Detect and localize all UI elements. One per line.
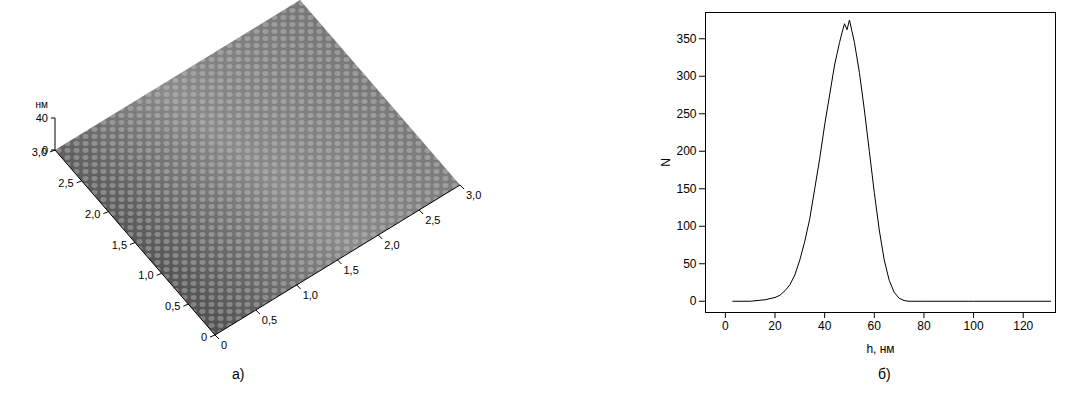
svg-text:300: 300 xyxy=(676,69,696,83)
svg-text:2,5: 2,5 xyxy=(58,177,73,189)
svg-text:1,0: 1,0 xyxy=(138,269,153,281)
svg-text:2,0: 2,0 xyxy=(85,208,100,220)
svg-text:50: 50 xyxy=(683,257,697,271)
svg-text:2,5: 2,5 xyxy=(425,214,440,226)
svg-text:200: 200 xyxy=(676,144,696,158)
svg-text:0: 0 xyxy=(221,339,227,351)
svg-text:h, нм: h, нм xyxy=(866,342,894,356)
svg-text:2,0: 2,0 xyxy=(384,239,399,251)
svg-text:40: 40 xyxy=(36,112,48,124)
svg-text:350: 350 xyxy=(676,32,696,46)
svg-text:0: 0 xyxy=(690,294,697,308)
svg-text:3,0: 3,0 xyxy=(31,146,47,158)
svg-text:120: 120 xyxy=(1013,319,1033,333)
svg-text:250: 250 xyxy=(676,107,696,121)
svg-text:3,0: 3,0 xyxy=(466,189,481,201)
svg-text:100: 100 xyxy=(676,219,696,233)
svg-text:1,5: 1,5 xyxy=(344,264,359,276)
svg-text:150: 150 xyxy=(676,182,696,196)
svg-text:1,0: 1,0 xyxy=(303,289,318,301)
html-text:а): а) xyxy=(232,366,245,382)
svg-text:0: 0 xyxy=(201,331,207,343)
html-text:б): б) xyxy=(878,366,891,382)
svg-text:20: 20 xyxy=(768,319,782,333)
svg-text:100: 100 xyxy=(964,319,984,333)
svg-text:N: N xyxy=(659,158,673,167)
svg-text:40: 40 xyxy=(818,319,832,333)
svg-text:60: 60 xyxy=(868,319,882,333)
svg-text:1,5: 1,5 xyxy=(112,239,127,251)
svg-text:0,5: 0,5 xyxy=(165,300,180,312)
svg-text:0: 0 xyxy=(42,144,48,156)
svg-text:80: 80 xyxy=(917,319,931,333)
svg-text:0,5: 0,5 xyxy=(262,314,277,326)
svg-text:0: 0 xyxy=(722,319,729,333)
svg-text:нм: нм xyxy=(36,99,49,110)
